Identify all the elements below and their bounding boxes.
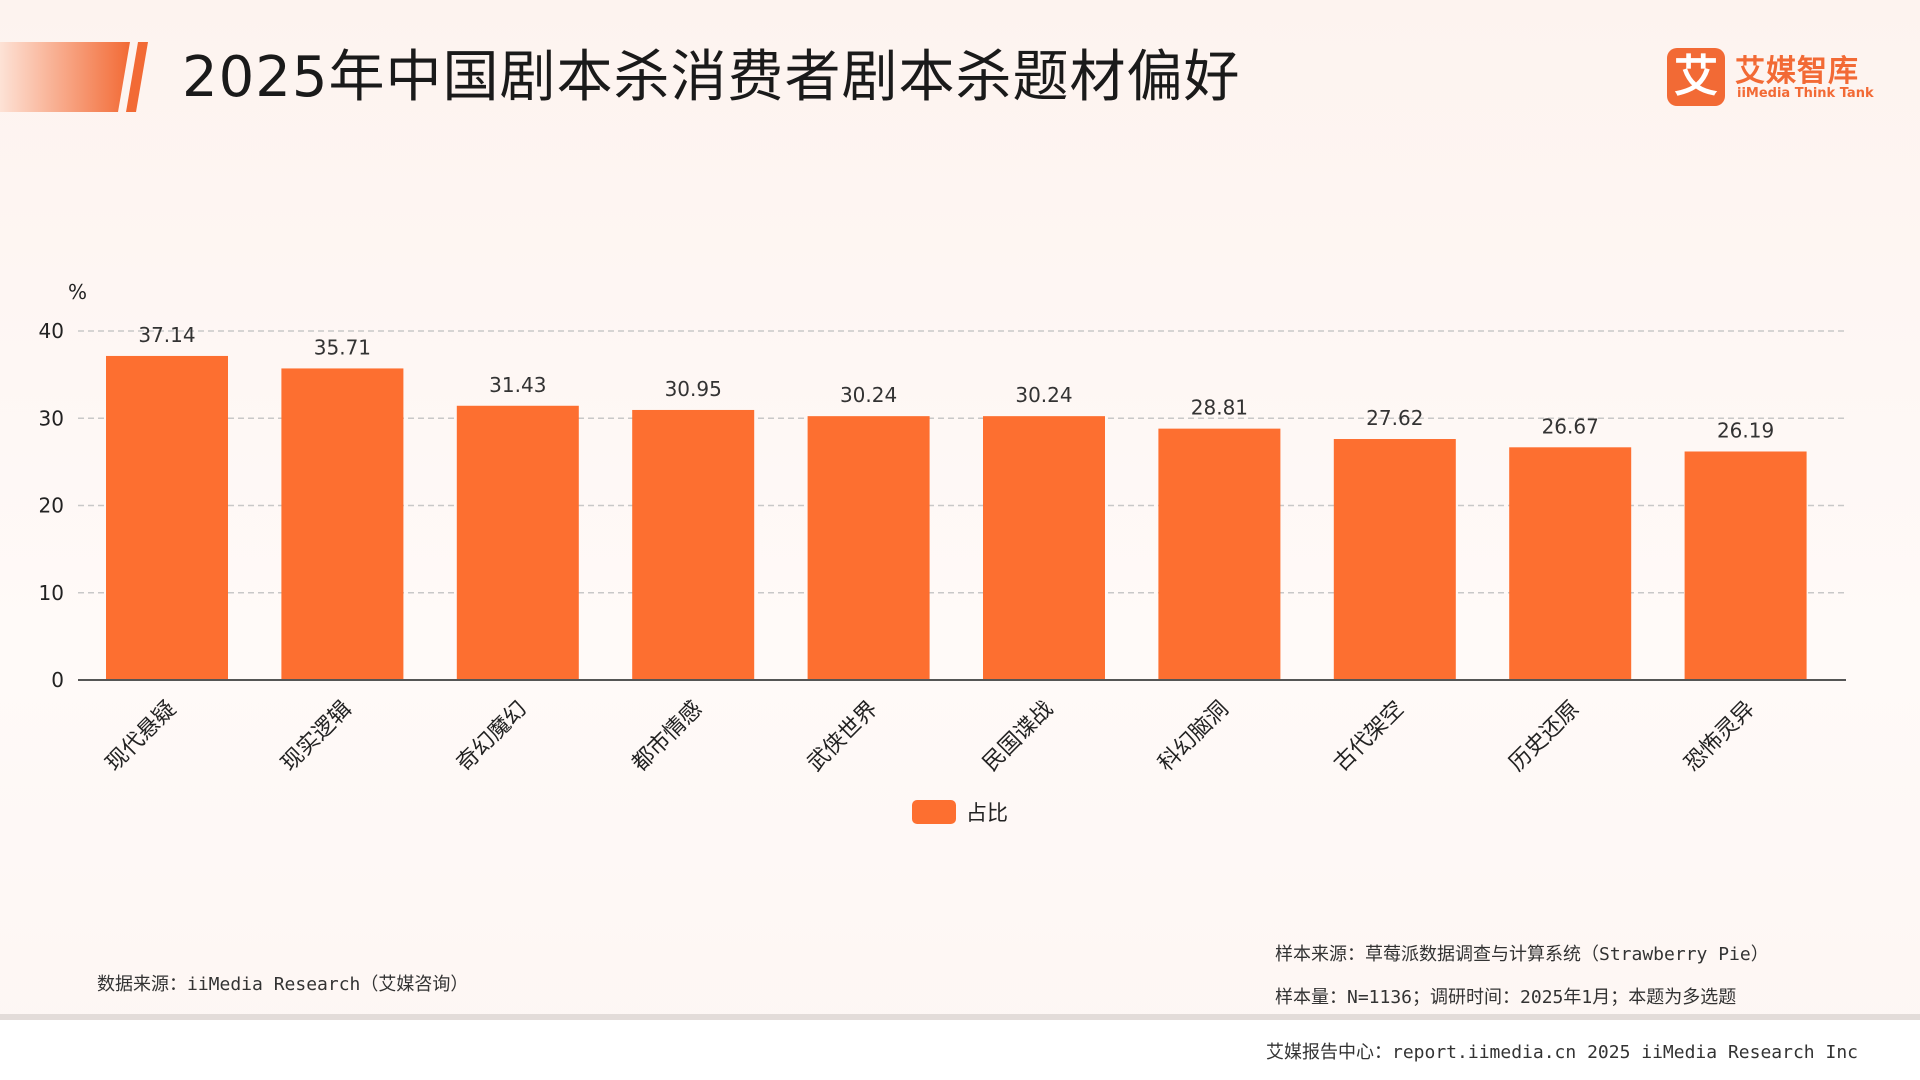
y-tick-label-40: 40: [39, 319, 64, 343]
data-label-4: 30.24: [840, 383, 897, 407]
bar-3: [632, 409, 755, 680]
chart-legend: 占比: [912, 800, 1008, 825]
logo-mark-icon: 艾: [1667, 48, 1725, 106]
logo-name-en: iiMedia Think Tank: [1737, 86, 1874, 101]
category-label-2: 奇幻魔幻: [452, 697, 532, 777]
y-tick-label-10: 10: [39, 581, 64, 605]
title-accent-stripe: [0, 42, 148, 112]
y-tick-label-20: 20: [39, 494, 64, 518]
footer-text: 艾媒报告中心：report.iimedia.cn 2025 iiMedia Re…: [1266, 1042, 1858, 1063]
bar-4: [807, 416, 930, 680]
chart-category-labels: 现代悬疑 现实逻辑 奇幻魔幻 都市情感 武侠世界 民国谍战 科幻脑洞 古代架空 历史还原 恐怖灵异: [101, 697, 1760, 777]
category-label-9: 恐怖灵异: [1680, 697, 1760, 777]
data-label-0: 37.14: [138, 323, 195, 347]
footer-bar: 艾媒报告中心：report.iimedia.cn 2025 iiMedia Re…: [0, 1020, 1920, 1080]
category-label-8: 历史还原: [1505, 697, 1585, 777]
data-label-6: 28.81: [1191, 396, 1248, 420]
sample-source-note: 样本来源：草莓派数据调查与计算系统（Strawberry Pie）: [1275, 944, 1769, 965]
logo-name-cn: 艾媒智库: [1735, 54, 1859, 89]
data-label-8: 26.67: [1542, 414, 1599, 438]
sample-size-note: 样本量：N=1136；调研时间：2025年1月；本题为多选题: [1275, 987, 1737, 1008]
bar-9: [1684, 451, 1807, 680]
legend-label: 占比: [966, 801, 1008, 825]
bar-6: [1158, 428, 1281, 680]
category-label-0: 现代悬疑: [101, 697, 181, 777]
bar-7: [1333, 439, 1456, 680]
data-label-9: 26.19: [1717, 418, 1774, 442]
y-tick-label-30: 30: [39, 406, 64, 430]
iimedia-logo: 艾 艾媒智库 iiMedia Think Tank: [1667, 46, 1874, 110]
category-label-4: 武侠世界: [803, 697, 883, 777]
legend-swatch: [912, 800, 956, 824]
bar-1: [281, 368, 404, 680]
bar-2: [456, 405, 579, 680]
bar-8: [1509, 447, 1632, 680]
footer-divider: [0, 1014, 1920, 1020]
data-label-7: 27.62: [1366, 406, 1423, 430]
category-label-7: 古代架空: [1329, 697, 1409, 777]
bar-5: [983, 416, 1105, 680]
y-tick-label-0: 0: [51, 668, 64, 692]
data-label-2: 31.43: [489, 373, 546, 397]
data-label-1: 35.71: [314, 335, 371, 359]
bar-0: [106, 355, 228, 680]
data-label-3: 30.95: [665, 377, 722, 401]
category-label-1: 现实逻辑: [277, 697, 357, 777]
chart-y-ticks: 0 10 20 30 40: [39, 319, 64, 692]
chart-bars: [106, 355, 1807, 680]
category-label-5: 民国谍战: [978, 697, 1058, 777]
category-label-3: 都市情感: [628, 697, 708, 777]
page-title: 2025年中国剧本杀消费者剧本杀题材偏好: [182, 45, 1241, 110]
chart-data-labels: 37.14 35.71 31.43 30.95 30.24 30.24 28.81 27.62…: [138, 323, 1774, 443]
data-source-note: 数据来源：iiMedia Research（艾媒咨询）: [97, 974, 469, 995]
data-label-5: 30.24: [1015, 383, 1072, 407]
y-axis-unit-label: %: [68, 280, 87, 304]
category-label-6: 科幻脑洞: [1154, 697, 1234, 777]
